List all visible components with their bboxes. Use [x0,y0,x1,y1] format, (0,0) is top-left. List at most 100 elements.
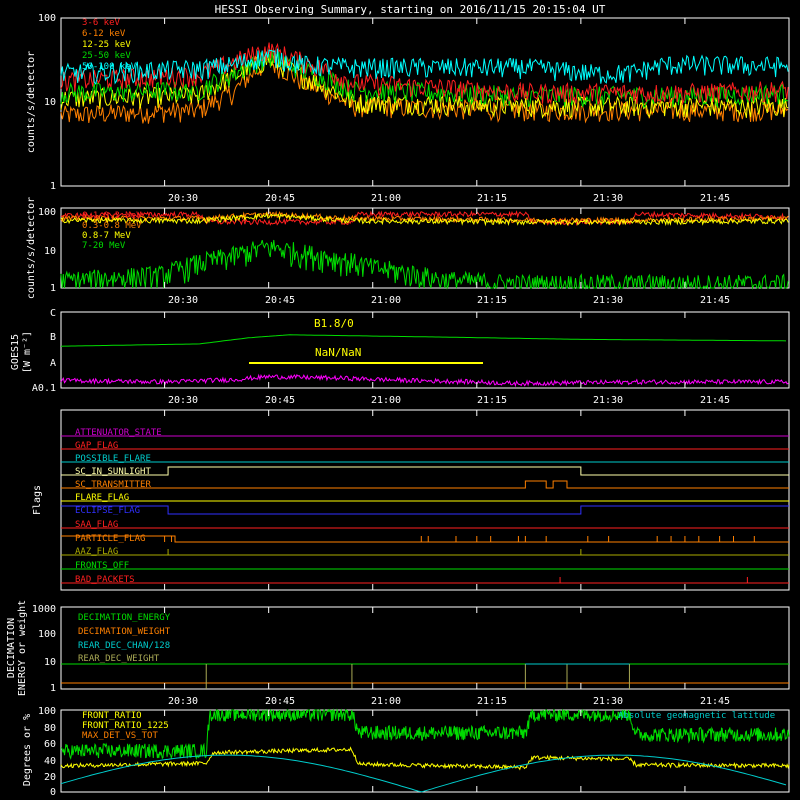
x-tick-label: 21:45 [700,696,730,707]
legend-entry: 6-12 keV [82,29,126,39]
x-tick-label: 21:45 [700,193,730,204]
flag-labels: ATTENUATOR_STATE GAP_FLAG POSSIBLE_FLARE… [75,428,162,585]
y-tick-label: 1 [50,683,56,694]
x-tick-label: 21:15 [477,193,507,204]
x-tick-labels: 20:30 20:45 21:00 21:15 21:30 21:45 [168,295,730,306]
legend-entry: 3-6 keV [82,18,121,28]
goes-short-line [60,373,789,388]
x-tick-label: 21:15 [477,696,507,707]
y-tick-label: 40 [44,756,56,767]
legend-entry: FRONT_RATIO_1225 [82,721,169,731]
flag-label: SC_TRANSMITTER [75,480,151,490]
legend-entry: DECIMATION_ENERGY [78,613,171,623]
series-line [60,54,789,124]
panel-goes: C B A A0.1 GOES15 [W m⁻²] B1.8/0 NaN/NaN… [10,308,790,406]
x-tick-label: 21:45 [700,395,730,406]
x-tick-label: 21:30 [593,696,623,707]
flag-line [61,466,789,476]
y-tick-label: 10 [44,246,56,257]
front-ratio-1225-line [60,746,790,771]
x-tick-label: 20:45 [265,295,295,306]
legend-entry: 0.1-0.3 MeV [82,211,142,221]
x-tick-label: 21:30 [593,295,623,306]
y-axis-label: ENERGY or weight [17,600,28,696]
y-tick-label: 100 [38,13,56,24]
x-tick-label: 20:30 [168,696,198,707]
flag-label: FLARE_FLAG [75,493,129,503]
x-tick-label: 21:30 [593,395,623,406]
y-tick-label: 10 [44,657,56,668]
legend-entry: FRONT_RATIO [82,711,142,721]
y-tick-label: 60 [44,739,56,750]
flag-label: GAP_FLAG [75,441,118,451]
flag-label: BAD_PACKETS [75,575,135,585]
y-axis-label: Flags [32,485,43,515]
y-axis-label: DECIMATION [6,618,17,678]
x-tick-label: 20:30 [168,395,198,406]
x-tick-labels: 20:30 20:45 21:00 21:15 21:30 21:45 [168,696,730,707]
y-axis-unit: [W m⁻²] [22,331,33,373]
y-tick-label: 10 [44,97,56,108]
x-tick-label: 21:30 [593,193,623,204]
series-line [60,211,789,227]
y-tick-label: 1 [50,181,56,192]
flag-label: AAZ_FLAG [75,547,118,557]
flag-line [61,577,789,584]
legend: 3-6 keV 6-12 keV 12-25 keV 25-50 keV 50-… [82,18,137,72]
legend-entry: MAX_DET_VS_TOT [82,731,158,741]
flag-label: SAA_FLAG [75,520,118,530]
y-tick-label: 100 [38,207,56,218]
y-axis-label: GOES15 [10,334,21,370]
flag-label: ECLIPSE_FLAG [75,506,140,516]
y-tick-label: 100 [38,629,56,640]
y-tick-label: A [50,358,56,369]
y-tick-label: C [50,308,56,319]
legend: FRONT_RATIO FRONT_RATIO_1225 MAX_DET_VS_… [82,711,169,741]
y-tick-label: 100 [38,706,56,717]
x-tick-labels: 20:30 20:45 21:00 21:15 21:30 21:45 [168,193,730,204]
x-tick-label: 20:30 [168,193,198,204]
x-tick-labels: 20:30 20:45 21:00 21:15 21:30 21:45 [168,395,730,406]
flag-label: SC_IN_SUNLIGHT [75,467,151,477]
series-line [60,239,789,290]
legend-entry: 0.8-7 MeV [82,231,131,241]
legend-entry: 25-50 keV [82,51,131,61]
y-axis-label: Degrees or % [22,714,33,786]
y-axis-label: counts/s/detector [26,51,37,153]
geomagnetic-latitude-label: Absolute geomagnetic latitude [618,711,775,721]
chart-title: HESSI Observing Summary, starting on 201… [215,3,606,16]
goes-class-annotation: NaN/NaN [315,346,361,359]
y-tick-label: 1 [50,283,56,294]
y-tick-label: 20 [44,772,56,783]
x-tick-label: 20:30 [168,295,198,306]
series-line [60,54,789,119]
flag-line [61,480,789,489]
x-tick-label: 21:00 [371,193,401,204]
series-line [60,48,789,85]
x-tick-label: 20:45 [265,395,295,406]
goes-long-line [60,334,787,347]
y-tick-label: B [50,332,56,343]
x-tick-label: 21:00 [371,295,401,306]
front-ratio-line [60,708,790,761]
y-tick-label: 0 [50,787,56,798]
x-tick-label: 21:00 [371,696,401,707]
x-tick-label: 21:15 [477,295,507,306]
goes-class-annotation: B1.8/0 [314,317,354,330]
x-tick-label: 21:00 [371,395,401,406]
panel-flags: Flags ATTENUATOR_STATE GAP_FLAG POSSIBLE… [32,409,790,591]
panel-ratio: 100 80 60 40 20 0 Degrees or % FRONT_RAT… [22,706,790,798]
y-tick-label: 1000 [32,604,56,615]
flag-line [61,535,789,543]
flag-label: POSSIBLE_FLARE [75,454,151,464]
flag-line [61,505,789,515]
panel-decimation: 1000 100 10 1 DECIMATION ENERGY or weigh… [6,600,790,707]
x-tick-label: 21:45 [700,295,730,306]
legend: DECIMATION_ENERGY DECIMATION_WEIGHT REAR… [78,613,171,664]
series-line [60,42,789,106]
legend-entry: 0.3-0.8 MeV [82,221,142,231]
flag-label: ATTENUATOR_STATE [75,428,162,438]
flag-line [61,549,789,556]
legend-entry: REAR_DEC_WEIGHT [78,654,160,664]
